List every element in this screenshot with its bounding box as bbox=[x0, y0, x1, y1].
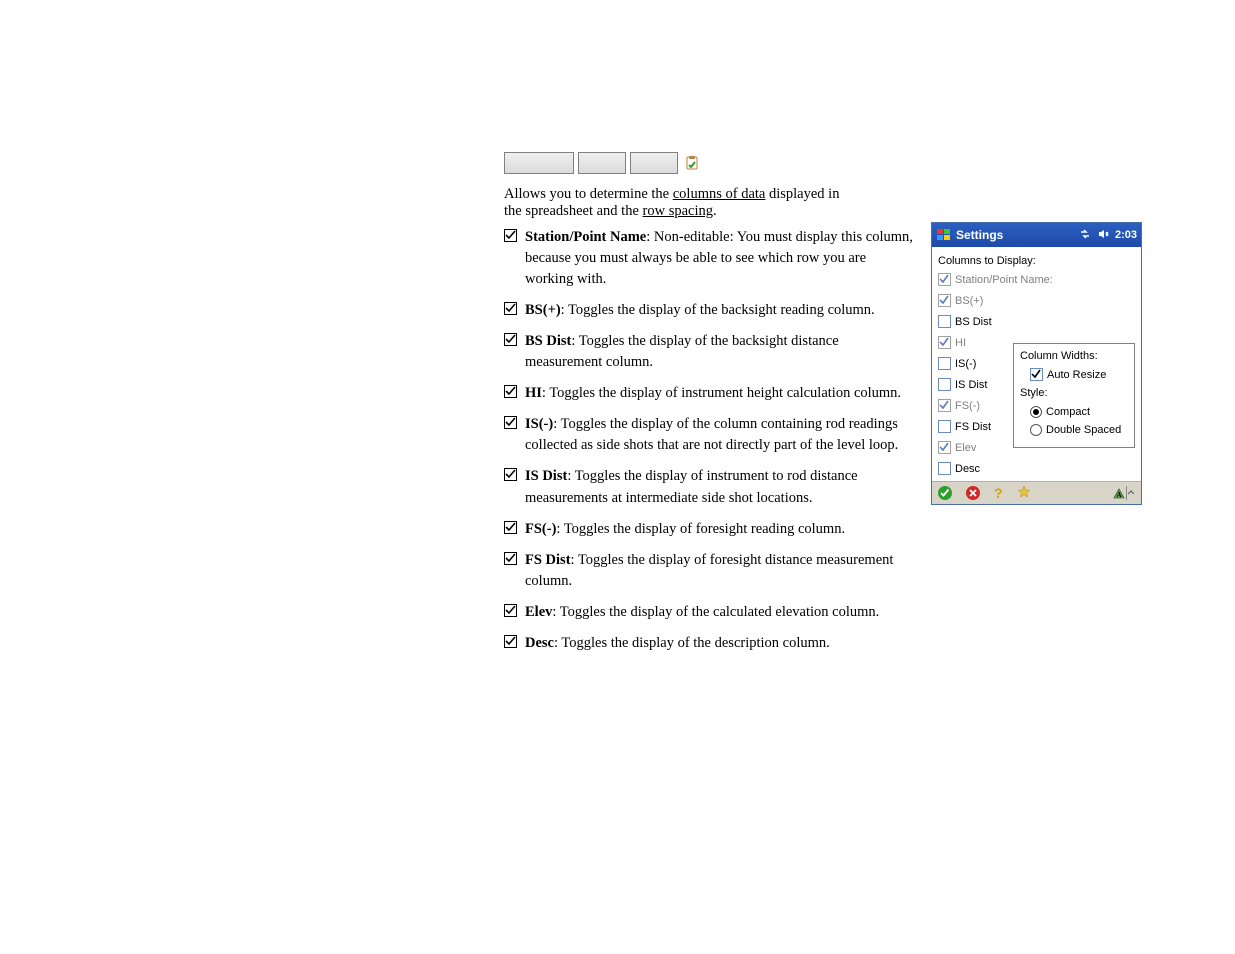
pda-titlebar: Settings 2:03 bbox=[932, 223, 1141, 247]
description-item: FS(-): Toggles the display of foresight … bbox=[504, 519, 914, 540]
checked-box-icon bbox=[504, 302, 517, 315]
pda-column-checkbox: BS(+) bbox=[938, 292, 1135, 309]
description-item: Desc: Toggles the display of the descrip… bbox=[504, 633, 914, 654]
checked-box-icon bbox=[504, 635, 517, 648]
auto-resize-label: Auto Resize bbox=[1047, 369, 1106, 381]
toolbar-button-3[interactable] bbox=[630, 152, 678, 174]
intro-underline-columns: columns of data bbox=[673, 186, 766, 202]
favorites-icon[interactable] bbox=[1017, 485, 1031, 502]
checked-box-icon bbox=[504, 416, 517, 429]
checked-box-icon bbox=[504, 385, 517, 398]
pda-column-label: Station/Point Name: bbox=[955, 274, 1053, 286]
ok-button-icon[interactable] bbox=[938, 486, 952, 500]
description-text: IS Dist: Toggles the display of instrume… bbox=[525, 466, 914, 508]
pda-column-checkbox[interactable]: Desc bbox=[938, 460, 1135, 477]
pda-settings-window: Settings 2:03 Columns to Display: Statio… bbox=[931, 222, 1142, 505]
description-item: IS Dist: Toggles the display of instrume… bbox=[504, 466, 914, 508]
pda-column-checkbox: Station/Point Name: bbox=[938, 271, 1135, 288]
description-text: Station/Point Name: Non-editable: You mu… bbox=[525, 227, 914, 290]
toolbar-button-2[interactable] bbox=[578, 152, 626, 174]
checked-box-icon bbox=[504, 552, 517, 565]
columns-to-display-heading: Columns to Display: bbox=[938, 255, 1135, 267]
pda-column-label: BS(+) bbox=[955, 295, 983, 307]
windows-flag-icon bbox=[936, 227, 952, 243]
toolbar-button-row bbox=[504, 152, 914, 174]
column-widths-style-frame: Column Widths: Auto Resize Style: Compac… bbox=[1013, 343, 1135, 448]
document-content: Allows you to determine the columns of d… bbox=[504, 152, 914, 664]
intro-post: displayed in bbox=[765, 186, 839, 202]
style-header: Style: bbox=[1020, 387, 1128, 399]
pda-column-label: HI bbox=[955, 337, 966, 349]
description-item: Elev: Toggles the display of the calcula… bbox=[504, 602, 914, 623]
pda-column-label: Elev bbox=[955, 442, 976, 454]
checked-box-icon bbox=[504, 604, 517, 617]
description-item: HI: Toggles the display of instrument he… bbox=[504, 383, 914, 404]
style-compact-radio[interactable]: Compact bbox=[1030, 403, 1128, 421]
pda-clock: 2:03 bbox=[1115, 229, 1137, 241]
intro2-pre: the spreadsheet and the bbox=[504, 203, 643, 219]
pda-column-checkbox[interactable]: BS Dist bbox=[938, 313, 1135, 330]
pda-title: Settings bbox=[956, 228, 1003, 242]
intro-underline-rowspacing: row spacing bbox=[643, 203, 713, 219]
description-text: FS(-): Toggles the display of foresight … bbox=[525, 519, 845, 540]
speaker-icon bbox=[1097, 228, 1111, 242]
description-text: IS(-): Toggles the display of the column… bbox=[525, 414, 914, 456]
description-text: Elev: Toggles the display of the calcula… bbox=[525, 602, 879, 623]
description-item: BS Dist: Toggles the display of the back… bbox=[504, 331, 914, 373]
checked-box-icon bbox=[504, 468, 517, 481]
pda-column-label: FS(-) bbox=[955, 400, 980, 412]
pda-column-label: FS Dist bbox=[955, 421, 991, 433]
checked-box-icon bbox=[504, 229, 517, 242]
pda-column-label: BS Dist bbox=[955, 316, 992, 328]
svg-text:A: A bbox=[1116, 491, 1121, 499]
cancel-button-icon[interactable] bbox=[966, 486, 980, 500]
auto-resize-checkbox[interactable]: Auto Resize bbox=[1030, 366, 1128, 383]
pda-column-label: IS Dist bbox=[955, 379, 987, 391]
column-widths-header: Column Widths: bbox=[1020, 350, 1128, 362]
sync-icon bbox=[1079, 228, 1093, 242]
description-text: BS(+): Toggles the display of the backsi… bbox=[525, 300, 875, 321]
description-text: BS Dist: Toggles the display of the back… bbox=[525, 331, 914, 373]
toolbar-button-1[interactable] bbox=[504, 152, 574, 174]
description-item: IS(-): Toggles the display of the column… bbox=[504, 414, 914, 456]
description-item: FS Dist: Toggles the display of foresigh… bbox=[504, 550, 914, 592]
description-text: Desc: Toggles the display of the descrip… bbox=[525, 633, 830, 654]
pda-bottom-toolbar: ? A bbox=[932, 481, 1141, 504]
help-icon[interactable]: ? bbox=[994, 485, 1003, 501]
style-compact-label: Compact bbox=[1046, 406, 1090, 418]
clipboard-check-icon bbox=[684, 155, 700, 171]
pda-column-label: Desc bbox=[955, 463, 980, 475]
intro2-post: . bbox=[713, 203, 717, 219]
description-item: BS(+): Toggles the display of the backsi… bbox=[504, 300, 914, 321]
checked-box-icon bbox=[504, 521, 517, 534]
description-text: FS Dist: Toggles the display of foresigh… bbox=[525, 550, 914, 592]
settings-description-list: Station/Point Name: Non-editable: You mu… bbox=[504, 227, 914, 653]
description-item: Station/Point Name: Non-editable: You mu… bbox=[504, 227, 914, 290]
checked-box-icon bbox=[504, 333, 517, 346]
input-panel-icon[interactable]: A bbox=[1112, 486, 1135, 500]
style-double-radio[interactable]: Double Spaced bbox=[1030, 421, 1128, 439]
intro-pre: Allows you to determine the bbox=[504, 186, 673, 202]
description-text: HI: Toggles the display of instrument he… bbox=[525, 383, 901, 404]
pda-column-label: IS(-) bbox=[955, 358, 976, 370]
style-double-label: Double Spaced bbox=[1046, 424, 1121, 436]
intro-text: Allows you to determine the columns of d… bbox=[504, 186, 914, 219]
